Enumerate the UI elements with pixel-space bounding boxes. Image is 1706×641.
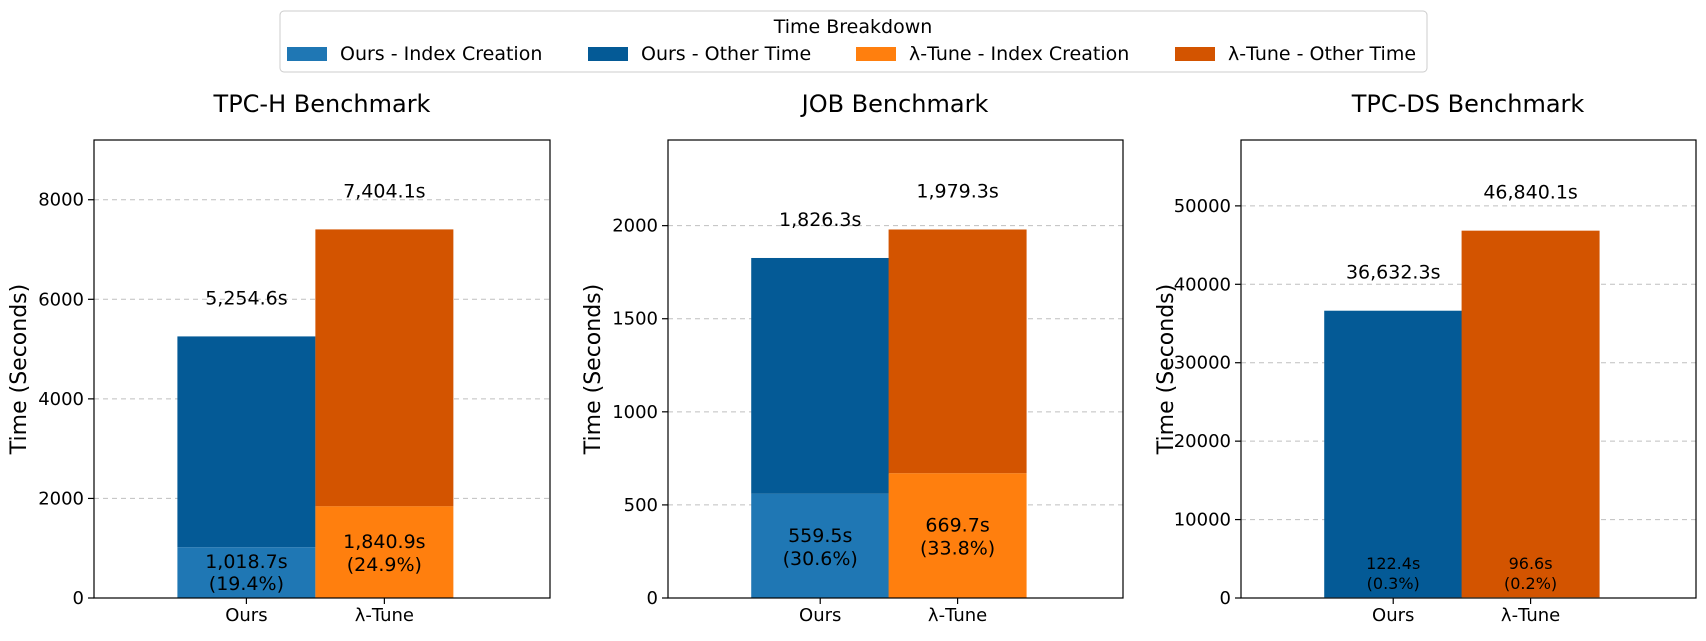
y-tick-label: 40000 [1174,274,1231,295]
legend-swatch [856,47,896,61]
bar-other-time [177,336,316,548]
legend-label: λ-Tune - Index Creation [909,43,1129,65]
legend-box [279,10,1428,73]
bar-other-time [315,229,454,507]
bar-other-time [1324,310,1463,598]
bar-other-time [1461,230,1600,598]
y-tick-label: 10000 [1174,510,1231,531]
bar-index-pct-label: (24.9%) [347,554,422,576]
plot-frame [93,139,551,599]
bar-index-creation [315,506,454,598]
bar-index-pct-label: (0.2%) [1504,574,1557,593]
panel-title: JOB Benchmark [800,90,989,118]
bar-index-creation [751,493,890,598]
legend-label: Ours - Other Time [641,43,811,65]
legend-swatch [588,47,628,61]
legend-swatch [287,47,327,61]
y-tick-label: 8000 [38,190,84,211]
y-tick-label: 2000 [612,216,658,237]
y-tick-label: 50000 [1174,196,1231,217]
y-axis-label: Time (Seconds) [1154,284,1179,455]
y-tick-label: 1500 [612,309,658,330]
y-tick-label: 1000 [612,402,658,423]
bar-index-value-label: 669.7s [925,515,989,537]
y-tick-label: 30000 [1174,353,1231,374]
x-tick-label: Ours [1372,605,1414,626]
panel-title: TPC-H Benchmark [213,90,431,118]
bar-index-creation [888,473,1027,598]
bar-total-label: 7,404.1s [343,180,425,202]
y-tick-label: 0 [647,588,658,609]
bar-total-label: 1,826.3s [779,209,861,231]
bar-total-label: 46,840.1s [1483,182,1578,204]
bar-index-pct-label: (33.8%) [920,538,995,560]
bar-index-value-label: 559.5s [788,525,852,547]
legend-label: λ-Tune - Other Time [1228,43,1416,65]
x-tick-label: λ-Tune [355,605,414,626]
bar-index-pct-label: (19.4%) [209,573,284,595]
x-tick-label: λ-Tune [928,605,987,626]
y-tick-label: 500 [624,495,658,516]
bar-total-label: 36,632.3s [1346,262,1441,284]
legend-title: Time Breakdown [773,16,933,38]
y-tick-label: 6000 [38,289,84,310]
bar-other-time [888,229,1027,474]
y-axis-label: Time (Seconds) [581,284,606,455]
y-tick-label: 2000 [38,488,84,509]
bar-total-label: 5,254.6s [205,287,287,309]
bar-index-value-label: 1,840.9s [343,531,425,553]
bar-index-creation [177,547,316,598]
bar-index-pct-label: (0.3%) [1367,574,1420,593]
plot-frame [1240,139,1697,599]
legend-label: Ours - Index Creation [340,43,542,65]
bar-index-value-label: 96.6s [1509,554,1553,573]
x-tick-label: Ours [799,605,841,626]
y-tick-label: 4000 [38,389,84,410]
y-tick-label: 0 [1220,588,1231,609]
x-tick-label: λ-Tune [1501,605,1560,626]
y-axis-label: Time (Seconds) [7,284,32,455]
legend-swatch [1175,47,1215,61]
bar-index-value-label: 122.4s [1366,554,1420,573]
y-tick-label: 0 [73,588,84,609]
bar-total-label: 1,979.3s [916,180,998,202]
plot-frame [667,139,1124,599]
bar-index-pct-label: (30.6%) [783,548,858,570]
bar-index-value-label: 1,018.7s [205,551,287,573]
x-tick-label: Ours [225,605,267,626]
panel-title: TPC-DS Benchmark [1351,90,1585,118]
y-tick-label: 20000 [1174,431,1231,452]
bar-other-time [751,257,890,494]
